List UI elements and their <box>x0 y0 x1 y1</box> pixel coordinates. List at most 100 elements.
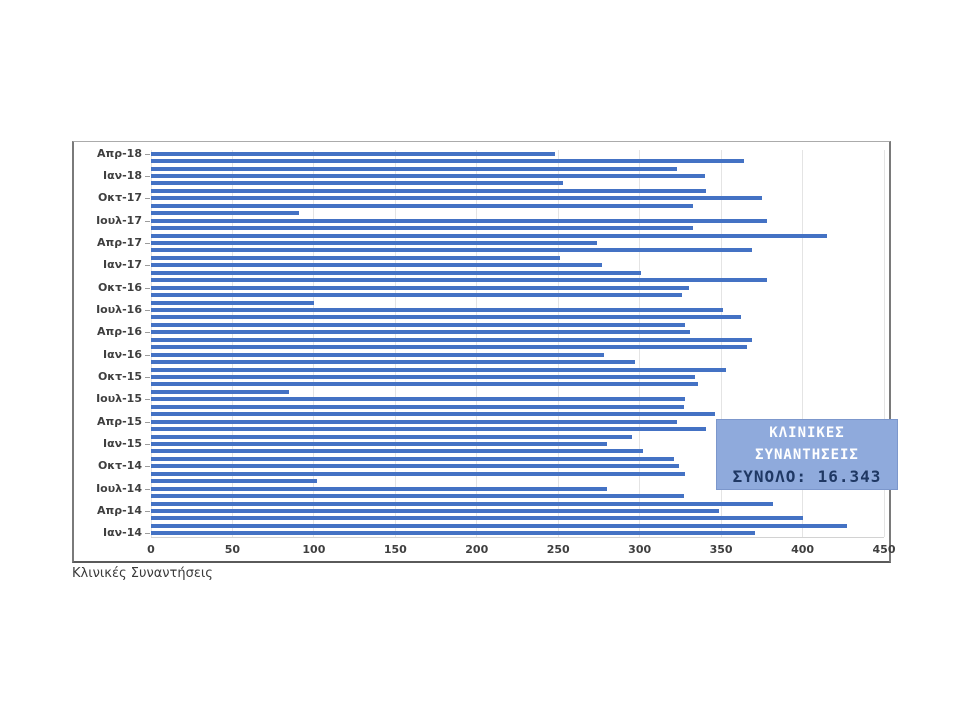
bar-Μαρ-14 <box>151 516 803 521</box>
bar-Ιαν-15 <box>151 441 608 446</box>
y-axis-tick-Οκτ-16 <box>145 287 150 289</box>
y-axis-label-Απρ-16: Απρ-16 <box>97 325 142 339</box>
y-axis-label-Οκτ-16: Οκτ-16 <box>97 280 142 294</box>
bar-Αυγ-15 <box>151 389 290 394</box>
y-axis-label-Οκτ-17: Οκτ-17 <box>97 191 142 205</box>
y-axis-tick-Απρ-16 <box>145 332 150 334</box>
total-annotation-box: ΚΛΙΝΙΚΕΣ ΣΥΝΑΝΤΗΣΕΙΣ ΣΥΝΟΛΟ: 16.343 <box>716 419 898 490</box>
bar-Ιαν-18 <box>151 174 705 179</box>
annotation-title-line1: ΚΛΙΝΙΚΕΣ <box>769 425 845 441</box>
y-axis-label-Ιαν-17: Ιαν-17 <box>102 258 142 272</box>
y-axis-tick-Απρ-15 <box>145 421 150 423</box>
y-axis-tick-Οκτ-17 <box>145 198 150 200</box>
y-axis-tick-Ιαν-16 <box>145 354 150 356</box>
bar-Απρ-17 <box>151 241 598 246</box>
bar-Νοε-15 <box>151 367 726 372</box>
gridline-x-50 <box>231 150 233 537</box>
bar-Σεπ-16 <box>151 293 683 298</box>
bar-Μαϊ-17 <box>151 233 827 238</box>
y-axis-tick-Ιαν-18 <box>145 176 150 178</box>
x-tick-label-250: 250 <box>546 543 570 556</box>
bar-Οκτ-17 <box>151 196 762 201</box>
bar-Σεπ-14 <box>151 471 686 476</box>
gridline-x-200 <box>476 150 478 537</box>
x-tick-label-300: 300 <box>628 543 652 556</box>
bar-Φεβ-15 <box>151 434 632 439</box>
x-tick-label-0: 0 <box>147 543 155 556</box>
chart-frame: 0 50 100 150 200 250 300 350 400 450 Απρ-18 Ιαν-18 Ο… <box>72 141 898 563</box>
bar-Ιαν-14 <box>151 531 756 536</box>
y-axis-tick-Ιαν-17 <box>145 265 150 267</box>
y-axis-label-Ιαν-14: Ιαν-14 <box>102 526 142 540</box>
bar-Μαϊ-16 <box>151 322 686 327</box>
plot-area: 0 50 100 150 200 250 300 350 400 450 Απρ-18 Ιαν-18 Ο… <box>96 147 895 556</box>
y-axis-label-Οκτ-15: Οκτ-15 <box>97 369 142 383</box>
bar-Νοε-14 <box>151 456 674 461</box>
y-axis-tick-Ιουλ-17 <box>145 220 150 222</box>
y-axis-tick-Ιαν-15 <box>145 443 150 445</box>
y-axis-tick-Ιουλ-15 <box>145 399 150 401</box>
bar-Ιουλ-16 <box>151 308 723 312</box>
bar-Αυγ-14 <box>151 479 318 484</box>
bar-Μαϊ-14 <box>151 501 774 506</box>
gridline-x-100 <box>313 150 315 537</box>
bar-Ιουλ-17 <box>151 218 767 223</box>
x-tick-label-450: 450 <box>872 543 896 556</box>
y-axis-tick-Οκτ-14 <box>145 466 150 468</box>
bar-Σεπ-17 <box>151 203 694 208</box>
annotation-title-line2: ΣΥΝΑΝΤΗΣΕΙΣ <box>755 447 859 463</box>
x-axis-line <box>151 537 884 538</box>
bar-Αυγ-16 <box>151 300 314 305</box>
bar-Ιουν-16 <box>151 315 741 320</box>
bar-Φεβ-14 <box>151 523 847 528</box>
bar-Μαρ-18 <box>151 159 744 164</box>
gridline-x-250 <box>557 150 559 537</box>
y-axis-tick-Ιουλ-16 <box>145 310 150 311</box>
y-axis-label-Απρ-14: Απρ-14 <box>97 503 142 517</box>
bar-Μαρ-15 <box>151 427 707 432</box>
bar-Απρ-16 <box>151 330 691 335</box>
gridline-x-450 <box>883 150 885 537</box>
bar-Δεκ-15 <box>151 360 635 365</box>
gridline-x-300 <box>639 150 641 537</box>
bar-Νοε-17 <box>151 188 707 193</box>
x-tick-label-200: 200 <box>465 543 489 556</box>
annotation-total-line: ΣΥΝΟΛΟ: 16.343 <box>732 467 882 486</box>
bar-Οκτ-16 <box>151 285 689 290</box>
bar-Ιουλ-14 <box>151 486 608 491</box>
bar-Ιουν-17 <box>151 226 694 231</box>
y-axis-tick-Ιαν-14 <box>145 533 150 535</box>
bar-Μαϊ-15 <box>151 412 715 417</box>
y-axis-tick-Οκτ-15 <box>145 376 150 378</box>
bar-Μαρ-17 <box>151 248 753 253</box>
y-axis-label-Απρ-17: Απρ-17 <box>97 236 142 250</box>
bar-Ιουν-15 <box>151 404 684 409</box>
y-axis-tick-Απρ-18 <box>145 153 150 155</box>
y-axis-label-Απρ-15: Απρ-15 <box>97 414 142 428</box>
gridline-x-400 <box>802 150 804 537</box>
bar-Απρ-15 <box>151 419 678 424</box>
bar-Νοε-16 <box>151 278 767 283</box>
bar-Ιουν-14 <box>151 494 684 499</box>
bar-Φεβ-17 <box>151 255 560 260</box>
x-tick-label-100: 100 <box>302 543 326 556</box>
gridline-x-0 <box>150 150 152 537</box>
bar-Οκτ-14 <box>151 464 679 469</box>
bar-Σεπ-15 <box>151 382 699 387</box>
y-axis-label-Ιουλ-16: Ιουλ-16 <box>96 303 142 316</box>
y-axis-label-Ιουλ-17: Ιουλ-17 <box>96 213 142 227</box>
y-axis-tick-Απρ-17 <box>145 243 150 245</box>
y-axis-label-Ιουλ-15: Ιουλ-15 <box>96 392 142 406</box>
bar-Αυγ-17 <box>151 211 300 216</box>
y-axis-label-Οκτ-14: Οκτ-14 <box>97 459 142 473</box>
x-tick-label-400: 400 <box>791 543 815 556</box>
y-axis-label-Ιουλ-14: Ιουλ-14 <box>96 481 142 495</box>
y-axis-tick-Ιουλ-14 <box>145 488 150 490</box>
bar-Ιαν-16 <box>151 352 604 357</box>
y-axis-label-Ιαν-16: Ιαν-16 <box>102 347 142 361</box>
bar-Ιουλ-15 <box>151 397 686 402</box>
bar-Φεβ-18 <box>151 166 678 171</box>
x-tick-label-150: 150 <box>383 543 407 556</box>
chart-footer-label: Κλινικές Συναντήσεις <box>72 566 213 581</box>
